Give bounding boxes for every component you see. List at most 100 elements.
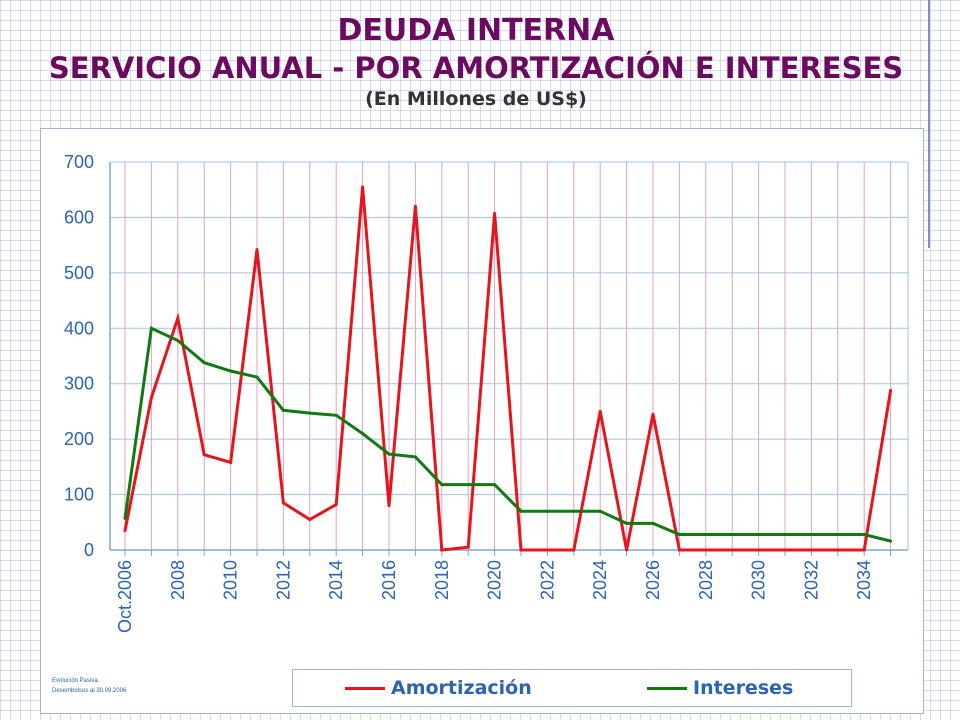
data-point-intereses	[308, 411, 312, 415]
data-point-amortizacion	[440, 548, 444, 552]
footnote-line-1: Evolución Pasiva.	[52, 678, 100, 684]
data-point-intereses	[440, 483, 444, 487]
x-tick-label: 2010	[221, 560, 241, 600]
data-point-amortizacion	[334, 503, 338, 507]
plot-area	[110, 162, 908, 550]
data-point-amortizacion	[202, 453, 206, 457]
x-tick-label: 2028	[696, 560, 716, 600]
x-tick-label: 2022	[537, 560, 557, 600]
data-point-intereses	[281, 408, 285, 412]
data-point-amortizacion	[493, 212, 497, 216]
data-point-amortizacion	[308, 518, 312, 522]
x-tick-label: 2016	[379, 560, 399, 600]
data-point-amortizacion	[651, 412, 655, 416]
y-tick-label: 0	[84, 540, 94, 560]
data-point-intereses	[334, 413, 338, 417]
y-tick-label: 700	[64, 152, 94, 172]
data-point-intereses	[361, 432, 365, 436]
data-point-intereses	[730, 532, 734, 536]
y-tick-label: 200	[64, 429, 94, 449]
data-point-amortizacion	[123, 529, 127, 533]
y-tick-label: 500	[64, 263, 94, 283]
data-point-amortizacion	[466, 545, 470, 549]
chart-legend: Amortización Intereses	[292, 669, 852, 707]
x-tick-label: 2024	[590, 560, 610, 600]
data-point-amortizacion	[889, 388, 893, 392]
x-tick-label: Oct.2006	[115, 560, 135, 633]
data-point-amortizacion	[176, 316, 180, 320]
data-point-intereses	[625, 521, 629, 525]
data-point-intereses	[677, 532, 681, 536]
x-tick-label: 2032	[801, 560, 821, 600]
data-point-intereses	[757, 532, 761, 536]
data-point-amortizacion	[255, 248, 259, 252]
x-tick-label: 2012	[273, 560, 293, 600]
x-tick-label: 2018	[432, 560, 452, 600]
data-point-amortizacion	[598, 409, 602, 413]
legend-swatch-amortizacion	[345, 686, 385, 690]
data-point-amortizacion	[836, 548, 840, 552]
data-point-intereses	[862, 532, 866, 536]
data-point-amortizacion	[783, 548, 787, 552]
data-point-amortizacion	[730, 548, 734, 552]
data-point-amortizacion	[387, 504, 391, 508]
series-line-intereses	[123, 326, 891, 543]
data-point-amortizacion	[704, 548, 708, 552]
y-tick-label: 400	[64, 318, 94, 338]
x-tick-label: 2014	[326, 560, 346, 600]
x-tick-label: 2034	[854, 560, 874, 600]
data-point-amortizacion	[519, 548, 523, 552]
slide-edge-rule	[928, 0, 930, 248]
data-point-amortizacion	[572, 548, 576, 552]
data-point-amortizacion	[281, 501, 285, 505]
data-point-intereses	[704, 532, 708, 536]
x-tick-label: 2020	[485, 560, 505, 600]
chart-title: DEUDA INTERNA	[337, 13, 615, 48]
data-point-intereses	[572, 509, 576, 513]
data-point-intereses	[466, 483, 470, 487]
data-point-intereses	[651, 521, 655, 525]
data-point-intereses	[809, 532, 813, 536]
data-point-amortizacion	[677, 548, 681, 552]
data-point-intereses	[493, 483, 497, 487]
data-point-intereses	[149, 326, 153, 330]
legend-label-amortizacion: Amortización	[391, 677, 532, 699]
legend-label-intereses: Intereses	[693, 677, 794, 699]
data-point-intereses	[545, 509, 549, 513]
data-point-intereses	[255, 375, 259, 379]
data-point-amortizacion	[413, 204, 417, 208]
data-point-amortizacion	[757, 548, 761, 552]
title-block: DEUDA INTERNA SERVICIO ANUAL - POR AMORT…	[0, 12, 952, 112]
series-line-amortizacion	[123, 186, 893, 552]
data-point-amortizacion	[229, 460, 233, 464]
x-tick-label: 2008	[168, 560, 188, 600]
data-point-amortizacion	[625, 548, 629, 552]
data-point-amortizacion	[361, 185, 365, 189]
data-point-amortizacion	[862, 548, 866, 552]
data-point-intereses	[202, 361, 206, 365]
data-point-amortizacion	[545, 548, 549, 552]
y-tick-label: 300	[64, 374, 94, 394]
data-point-intereses	[176, 338, 180, 342]
x-tick-label: 2030	[749, 560, 769, 600]
footnote-line-2: Desembolsos al 30.09.2006	[52, 688, 127, 694]
data-point-intereses	[123, 516, 127, 520]
y-tick-label: 100	[64, 485, 94, 505]
data-point-amortizacion	[809, 548, 813, 552]
data-point-intereses	[836, 532, 840, 536]
data-point-intereses	[783, 532, 787, 536]
data-point-intereses	[519, 509, 523, 513]
data-point-intereses	[387, 452, 391, 456]
data-point-amortizacion	[149, 396, 153, 400]
data-point-intereses	[889, 539, 893, 543]
chart-units: (En Millones de US$)	[365, 88, 587, 110]
legend-swatch-intereses	[647, 686, 687, 690]
data-point-intereses	[229, 369, 233, 373]
data-point-intereses	[413, 455, 417, 459]
y-tick-label: 600	[64, 207, 94, 227]
chart-subtitle: SERVICIO ANUAL - POR AMORTIZACIÓN E INTE…	[48, 51, 904, 85]
x-tick-label: 2026	[643, 560, 663, 600]
legend-item-intereses: Intereses	[647, 676, 793, 700]
data-point-intereses	[598, 509, 602, 513]
